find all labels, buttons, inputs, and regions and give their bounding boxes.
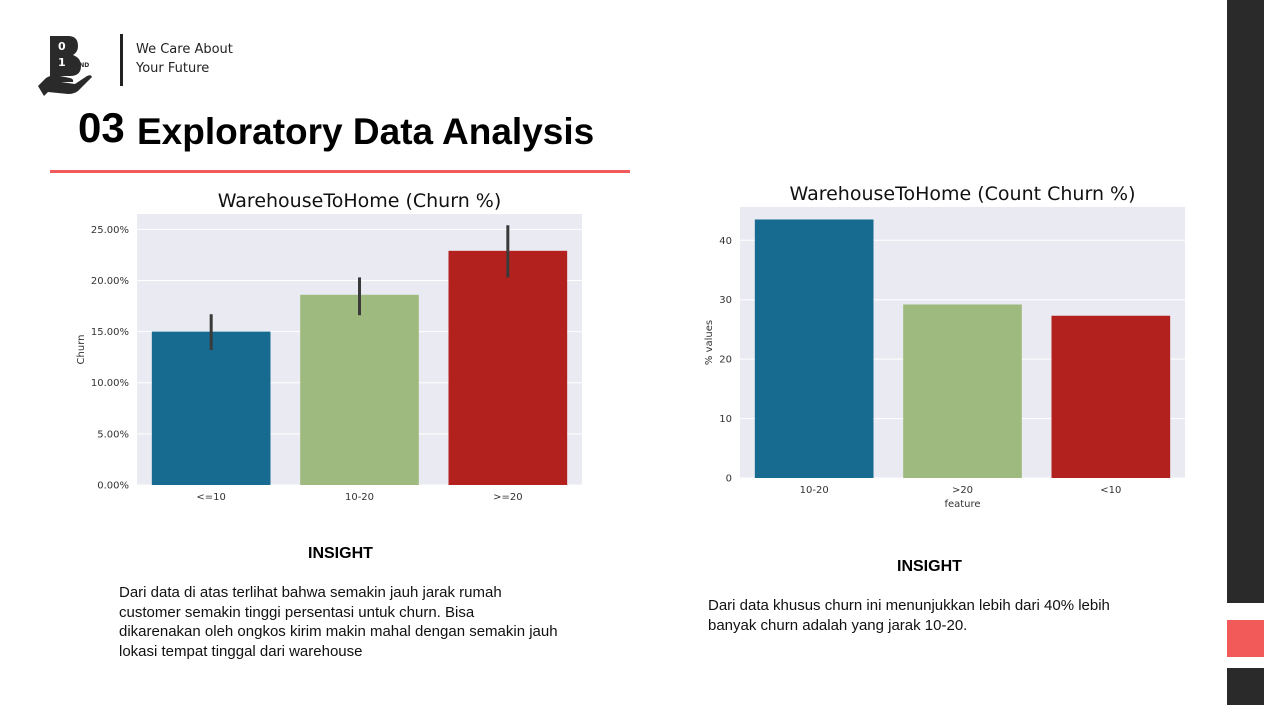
- bar-1020: [754, 219, 874, 478]
- chart-title: WarehouseToHome (Count Churn %): [790, 183, 1136, 205]
- y-tick-label: 30: [719, 295, 732, 306]
- decor-bar-dark-bottom: [1227, 668, 1264, 705]
- y-tick-label: 20: [719, 355, 732, 366]
- y-tick-label: 5.00%: [97, 429, 129, 440]
- decor-bar-red: [1227, 620, 1264, 657]
- y-tick-label: 15.00%: [91, 327, 129, 338]
- insight-heading-2: INSIGHT: [897, 558, 962, 575]
- logo-sub: IND: [77, 62, 89, 69]
- x-tick-label: <10: [1100, 485, 1121, 496]
- logo-digit-1: 1: [58, 56, 66, 69]
- logo-divider: [120, 34, 123, 86]
- section-number: 03: [78, 104, 125, 151]
- y-tick-label: 25.00%: [91, 225, 129, 236]
- bar-20: [448, 250, 568, 485]
- decor-bar-dark-top: [1227, 0, 1264, 603]
- tagline: We Care About Your Future: [136, 40, 233, 78]
- insight-heading-1: INSIGHT: [308, 545, 373, 562]
- title-underline: [50, 170, 630, 173]
- x-tick-label: >20: [952, 485, 973, 496]
- tagline-line2: Your Future: [136, 61, 210, 76]
- churn-percent-bar-chart: WarehouseToHome (Churn %) 0.00% 5.00% 10.00…: [76, 190, 582, 503]
- x-tick-label: >=20: [493, 492, 522, 503]
- logo-digit-0: 0: [58, 40, 66, 53]
- x-tick-label: <=10: [196, 492, 225, 503]
- y-tick-label: 10.00%: [91, 378, 129, 389]
- y-tick-label: 20.00%: [91, 276, 129, 287]
- hand-binary-logo-icon: 0 1 IND: [38, 36, 92, 96]
- y-axis-label: Churn: [76, 335, 87, 365]
- x-tick-label: 10-20: [345, 492, 374, 503]
- y-tick-label: 40: [719, 236, 732, 247]
- insight-text-2: Dari data khusus churn ini menunjukkan l…: [708, 597, 1110, 634]
- y-tick-label: 10: [719, 414, 732, 425]
- count-churn-bar-chart: WarehouseToHome (Count Churn %) 0 10 20 30 40…: [704, 183, 1185, 510]
- x-axis-label: feature: [944, 499, 980, 510]
- bar-1020: [300, 294, 419, 485]
- x-tick-label: 10-20: [800, 485, 829, 496]
- y-tick-label: 0: [726, 474, 732, 485]
- bar-10: [1051, 315, 1171, 478]
- y-tick-label: 0.00%: [97, 481, 129, 492]
- tagline-line1: We Care About: [136, 42, 233, 57]
- y-axis-label: % values: [704, 320, 715, 365]
- bar-10: [151, 331, 271, 485]
- bar-20: [903, 304, 1022, 478]
- chart-title: WarehouseToHome (Churn %): [218, 190, 502, 212]
- insight-text-1: Dari data di atas terlihat bahwa semakin…: [119, 584, 558, 660]
- page-title: Exploratory Data Analysis: [137, 111, 595, 152]
